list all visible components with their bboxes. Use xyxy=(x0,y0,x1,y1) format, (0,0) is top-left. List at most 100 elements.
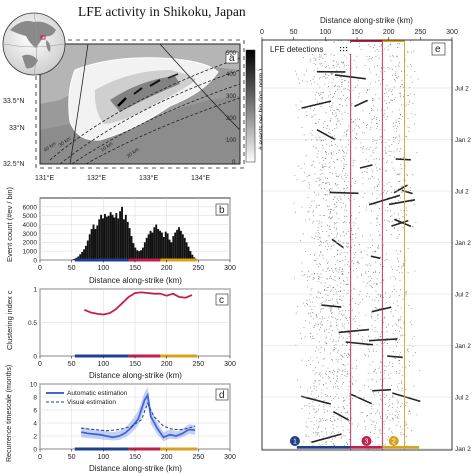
legend-dot xyxy=(340,50,342,52)
histogram-bar xyxy=(178,227,180,260)
histogram-bar xyxy=(172,236,175,260)
y-tick-label: 1000 xyxy=(23,249,38,256)
legend-dot xyxy=(346,50,348,52)
lon-tick: 134°E xyxy=(191,174,210,182)
histogram-bar xyxy=(145,237,148,260)
panel-label-c: c xyxy=(219,295,224,306)
histogram-bar xyxy=(176,229,179,260)
x-tick-label: 100 xyxy=(319,29,331,36)
legend-dot xyxy=(346,47,348,49)
lon-tick: 133°E xyxy=(139,174,158,182)
histogram-bar xyxy=(138,251,141,260)
legend-swatch xyxy=(340,47,348,52)
histogram-bar xyxy=(88,234,91,260)
region-segment xyxy=(160,447,198,451)
detections-panel: Distance along-strike (km) 0 50 100 150 200 2… xyxy=(260,16,471,453)
histogram-bar xyxy=(103,213,106,260)
region-marker-label: 3 xyxy=(365,439,369,446)
histogram-bar xyxy=(170,242,173,260)
x-tick-label: 250 xyxy=(192,361,204,368)
colorbar-tick: 500 xyxy=(226,51,237,57)
x-tick-label: 50 xyxy=(290,29,298,36)
histogram-bar xyxy=(117,218,120,260)
region-segment xyxy=(160,258,198,262)
histogram-bar xyxy=(159,230,161,260)
histogram-bar xyxy=(83,249,85,260)
x-tick-label: 250 xyxy=(414,29,426,36)
region-marker-circle xyxy=(388,436,399,446)
histogram-bar xyxy=(136,250,139,260)
lat-tick: 33°N xyxy=(9,124,25,132)
legend-dot xyxy=(340,47,342,49)
x-tick-label: 50 xyxy=(68,265,76,272)
region-segment xyxy=(350,446,383,449)
y-tick-label: 2000 xyxy=(23,240,38,247)
x-axis-label-top: Distance along-strike (km) xyxy=(320,16,413,25)
time-tick-label: Jul 2 xyxy=(455,292,469,299)
legend-label-auto: Automatic estimation xyxy=(67,390,128,397)
histogram-bar xyxy=(166,233,169,260)
colorbar-label: # events per bin (log. norm.) xyxy=(258,69,265,150)
histogram-bar xyxy=(86,240,89,260)
y-tick-label: 8 xyxy=(33,394,37,401)
histogram-bar xyxy=(168,239,171,260)
x-ticks: 0 50 100 150 200 250 300 xyxy=(38,356,236,368)
histogram-bar xyxy=(189,251,192,260)
panel-label-d: d xyxy=(219,390,225,401)
x-tick-label: 0 xyxy=(38,265,42,272)
detection-points xyxy=(293,40,420,450)
histogram-bar xyxy=(132,243,135,260)
histogram-bar xyxy=(111,214,114,260)
histogram-bar xyxy=(119,211,122,260)
region-segment xyxy=(128,447,161,451)
automatic-estimation-line xyxy=(80,392,196,439)
panel-label-e: e xyxy=(435,44,441,55)
x-tick-label: 100 xyxy=(97,361,109,368)
colorbar-tick: 100 xyxy=(226,138,237,144)
legend-dot xyxy=(343,47,345,49)
histogram-bar xyxy=(122,219,125,260)
histogram-bar xyxy=(102,218,104,260)
region-marker-circle xyxy=(289,436,300,446)
time-tick-label: Jul 2 xyxy=(455,395,469,402)
histogram-bar xyxy=(107,215,110,260)
map-frame xyxy=(39,43,241,165)
x-tick-label: 0 xyxy=(260,29,264,36)
lon-tick: 131°E xyxy=(35,174,54,182)
bars xyxy=(71,206,198,260)
legend: Automatic estimation Visual estimation xyxy=(46,390,128,406)
histogram-bar xyxy=(141,247,144,260)
region-segment xyxy=(160,354,198,358)
histogram-bar xyxy=(151,232,154,260)
histogram-bar xyxy=(162,236,165,260)
histogram-bar xyxy=(109,212,112,260)
legend-label: LFE detections xyxy=(270,45,323,54)
histogram-bar xyxy=(134,247,137,260)
histogram-bar xyxy=(187,246,190,260)
series-line xyxy=(83,291,193,316)
y-tick-label: 0 xyxy=(33,353,37,360)
histogram-bar xyxy=(73,258,76,260)
legend-label-visual: Visual estimation xyxy=(67,399,116,406)
x-tick-label: 150 xyxy=(129,265,141,272)
figure-title: LFE activity in Shikoku, Japan xyxy=(78,4,246,19)
region-boundaries xyxy=(296,40,420,450)
histogram-bar xyxy=(191,254,194,260)
histogram-bar xyxy=(81,252,84,260)
y-tick-label: 0 xyxy=(33,446,37,453)
histogram-bar xyxy=(147,234,150,260)
colorbar-tick: 0 xyxy=(232,160,236,166)
y-tick-label: 4 xyxy=(33,420,37,427)
histogram-bar xyxy=(100,214,103,260)
colorbar-ticks: 0 100 200 300 400 500 xyxy=(226,51,237,166)
histogram-bar xyxy=(90,229,93,260)
plot-frame xyxy=(261,39,453,451)
migration-episodes xyxy=(300,70,421,444)
histogram-bar xyxy=(124,214,127,260)
histogram-bar xyxy=(155,224,158,260)
y-tick-label: 6000 xyxy=(23,204,38,211)
colorbar xyxy=(245,49,256,163)
region-strip xyxy=(74,258,198,262)
lat-tick: 33.5°N xyxy=(3,97,24,105)
x-tick-label: 300 xyxy=(224,361,236,368)
